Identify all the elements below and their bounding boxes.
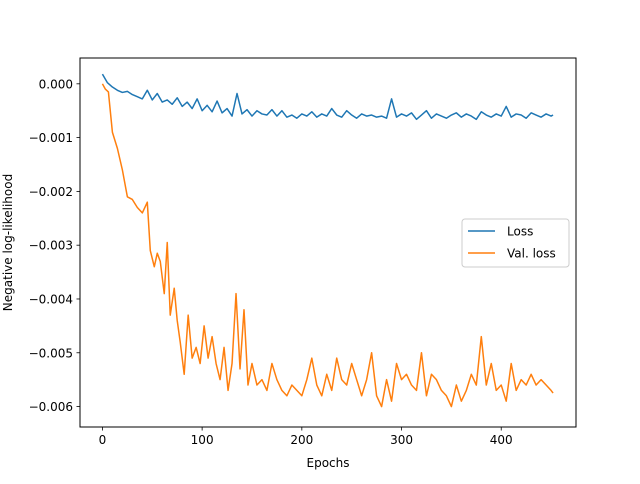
- x-tick-label: 200: [290, 433, 313, 447]
- y-tick-label: −0.004: [29, 292, 73, 306]
- legend-label-val-loss: Val. loss: [507, 247, 556, 261]
- series-line-loss: [101, 73, 554, 121]
- x-tick-label: 400: [490, 433, 513, 447]
- legend-label-loss: Loss: [507, 225, 533, 239]
- plot-frame: [79, 57, 577, 428]
- y-tick-label: −0.002: [29, 185, 73, 199]
- series-layer: [101, 73, 554, 408]
- y-axis-label: Negative log-likelihood: [1, 174, 15, 311]
- y-tick-label: −0.001: [29, 131, 73, 145]
- y-tick-label: −0.005: [29, 346, 73, 360]
- y-tick-label: −0.006: [29, 400, 73, 414]
- x-tick-label: 0: [99, 433, 107, 447]
- y-axis: 0.000 −0.001 −0.002 −0.003 −0.004 −0.005 −0.00…: [29, 77, 80, 414]
- x-axis-label: Epochs: [307, 456, 350, 470]
- series-line-val-loss: [101, 83, 554, 408]
- x-axis: 0 100 200 300 400: [99, 427, 513, 447]
- x-tick-label: 100: [191, 433, 214, 447]
- y-tick-label: 0.000: [39, 77, 73, 91]
- y-tick-label: −0.003: [29, 239, 73, 253]
- x-tick-label: 300: [390, 433, 413, 447]
- legend: Loss Val. loss: [461, 218, 570, 268]
